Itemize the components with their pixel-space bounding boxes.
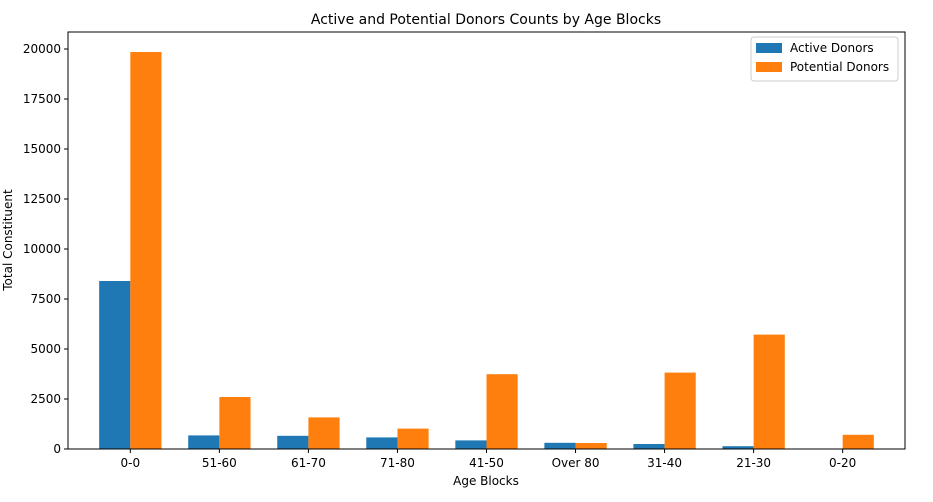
bar-potential-0 — [130, 52, 162, 449]
x-axis: 0-0 51-60 61-70 71-80 41-50 Over 80 31-40 21-30… — [121, 449, 856, 470]
bar-potential-1 — [219, 397, 251, 449]
y-tick-label: 12500 — [23, 192, 61, 206]
bar-active-5 — [544, 442, 576, 449]
legend-label: Active Donors — [790, 41, 874, 55]
legend: Active Donors Potential Donors — [750, 36, 899, 82]
bar-potential-5 — [575, 443, 607, 449]
x-tick-label: 0-0 — [121, 456, 141, 470]
x-tick-label: 31-40 — [647, 456, 682, 470]
y-tick-label: 17500 — [23, 92, 61, 106]
bar-potential-2 — [308, 417, 340, 449]
y-axis: 0 2500 5000 7500 10000 12500 15000 17500 20000 — [23, 42, 68, 456]
chart-title: Active and Potential Donors Counts by Ag… — [311, 12, 661, 28]
bar-potential-6 — [664, 372, 696, 449]
y-tick-label: 0 — [53, 442, 61, 456]
bar-active-4 — [455, 440, 487, 449]
legend-swatch — [756, 43, 782, 53]
legend-label: Potential Donors — [790, 60, 889, 74]
y-tick-label: 10000 — [23, 242, 61, 256]
legend-box — [750, 36, 899, 82]
legend-swatch — [756, 62, 782, 72]
plot-area — [99, 52, 874, 449]
x-tick-label: 51-60 — [202, 456, 237, 470]
bar-active-7 — [722, 446, 754, 449]
bar-potential-3 — [397, 428, 429, 449]
y-tick-label: 2500 — [30, 392, 61, 406]
bar-active-1 — [188, 435, 220, 449]
bar-potential-4 — [486, 374, 518, 449]
y-tick-label: 7500 — [30, 292, 61, 306]
y-tick-label: 20000 — [23, 42, 61, 56]
y-axis-label: Total Constituent — [1, 189, 15, 292]
bar-potential-7 — [753, 334, 785, 449]
bar-potential-8 — [842, 434, 874, 449]
y-tick-label: 5000 — [30, 342, 61, 356]
x-axis-label: Age Blocks — [453, 474, 519, 488]
x-tick-label: 41-50 — [469, 456, 504, 470]
bar-active-3 — [366, 437, 398, 449]
bar-active-2 — [277, 435, 309, 449]
x-tick-label: 71-80 — [380, 456, 415, 470]
x-tick-label: 21-30 — [736, 456, 771, 470]
y-tick-label: 15000 — [23, 142, 61, 156]
x-tick-label: 0-20 — [829, 456, 856, 470]
x-tick-label: Over 80 — [552, 456, 600, 470]
x-tick-label: 61-70 — [291, 456, 326, 470]
bar-active-6 — [633, 444, 665, 449]
bar-active-0 — [99, 281, 131, 449]
